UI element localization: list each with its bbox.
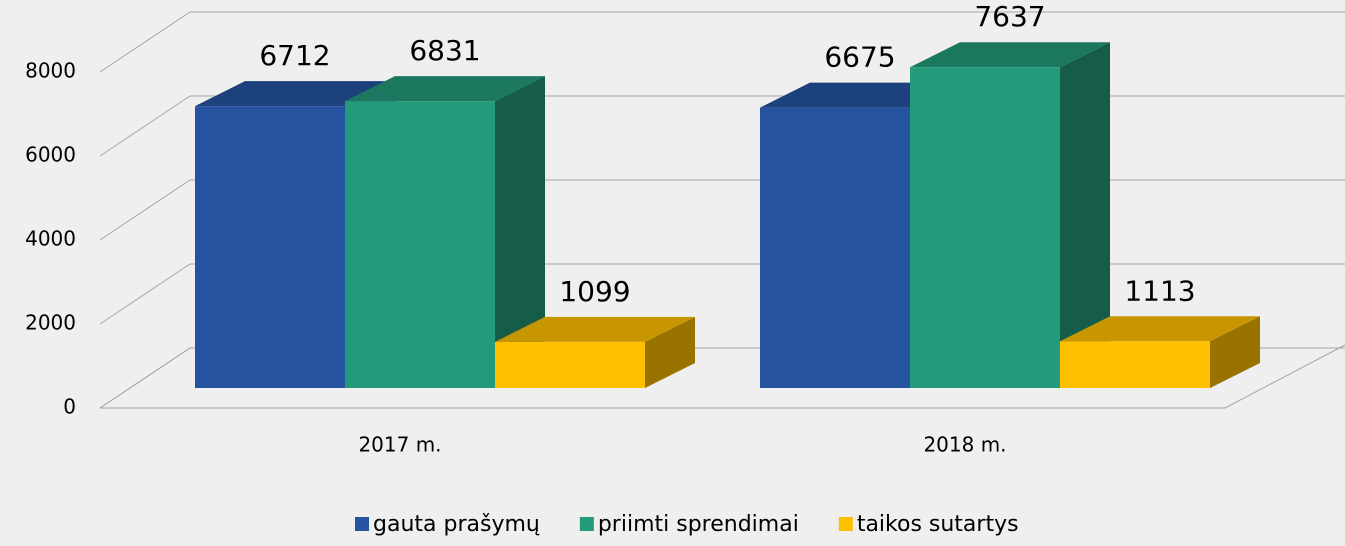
bar <box>345 76 545 389</box>
legend-label: taikos sutartys <box>857 512 1019 537</box>
bar-front <box>1060 341 1210 388</box>
bar-top <box>195 81 395 107</box>
y-tick-label: 2000 <box>25 311 76 335</box>
y-tick-label: 8000 <box>25 59 76 83</box>
bar <box>910 42 1110 388</box>
grid-line <box>99 11 1345 73</box>
legend-swatch <box>838 517 853 531</box>
value-label: 1099 <box>559 275 630 308</box>
legend-label: gauta prašymų <box>373 512 540 537</box>
x-tick-label: 2018 m. <box>923 433 1006 457</box>
bar-side <box>495 76 545 389</box>
y-tick-label: 4000 <box>25 227 76 251</box>
legend-swatch <box>579 517 594 531</box>
bar-front <box>910 67 1060 388</box>
bar <box>1060 316 1260 388</box>
bar-front <box>495 341 645 388</box>
value-label: 7637 <box>974 0 1045 33</box>
bar-top <box>1060 316 1260 342</box>
value-label: 6675 <box>824 41 895 74</box>
bar-side <box>1210 316 1260 388</box>
value-label: 1113 <box>1124 274 1195 307</box>
value-label: 6831 <box>409 34 480 67</box>
value-label: 6712 <box>259 39 330 72</box>
bar-top <box>495 316 695 342</box>
legend-label: priimti sprendimai <box>598 512 799 537</box>
bar-front <box>760 107 910 389</box>
bar-side <box>645 316 695 388</box>
y-tick-label: 6000 <box>25 143 76 167</box>
legend-swatch <box>355 517 369 531</box>
bar <box>495 316 695 388</box>
bar-front <box>345 101 495 389</box>
bar-top <box>345 76 545 102</box>
x-tick-label: 2017 m. <box>358 433 441 457</box>
y-tick-label: 0 <box>63 395 76 419</box>
bar-top <box>910 42 1110 68</box>
bar-side <box>1060 42 1110 388</box>
bar-front <box>195 106 345 388</box>
